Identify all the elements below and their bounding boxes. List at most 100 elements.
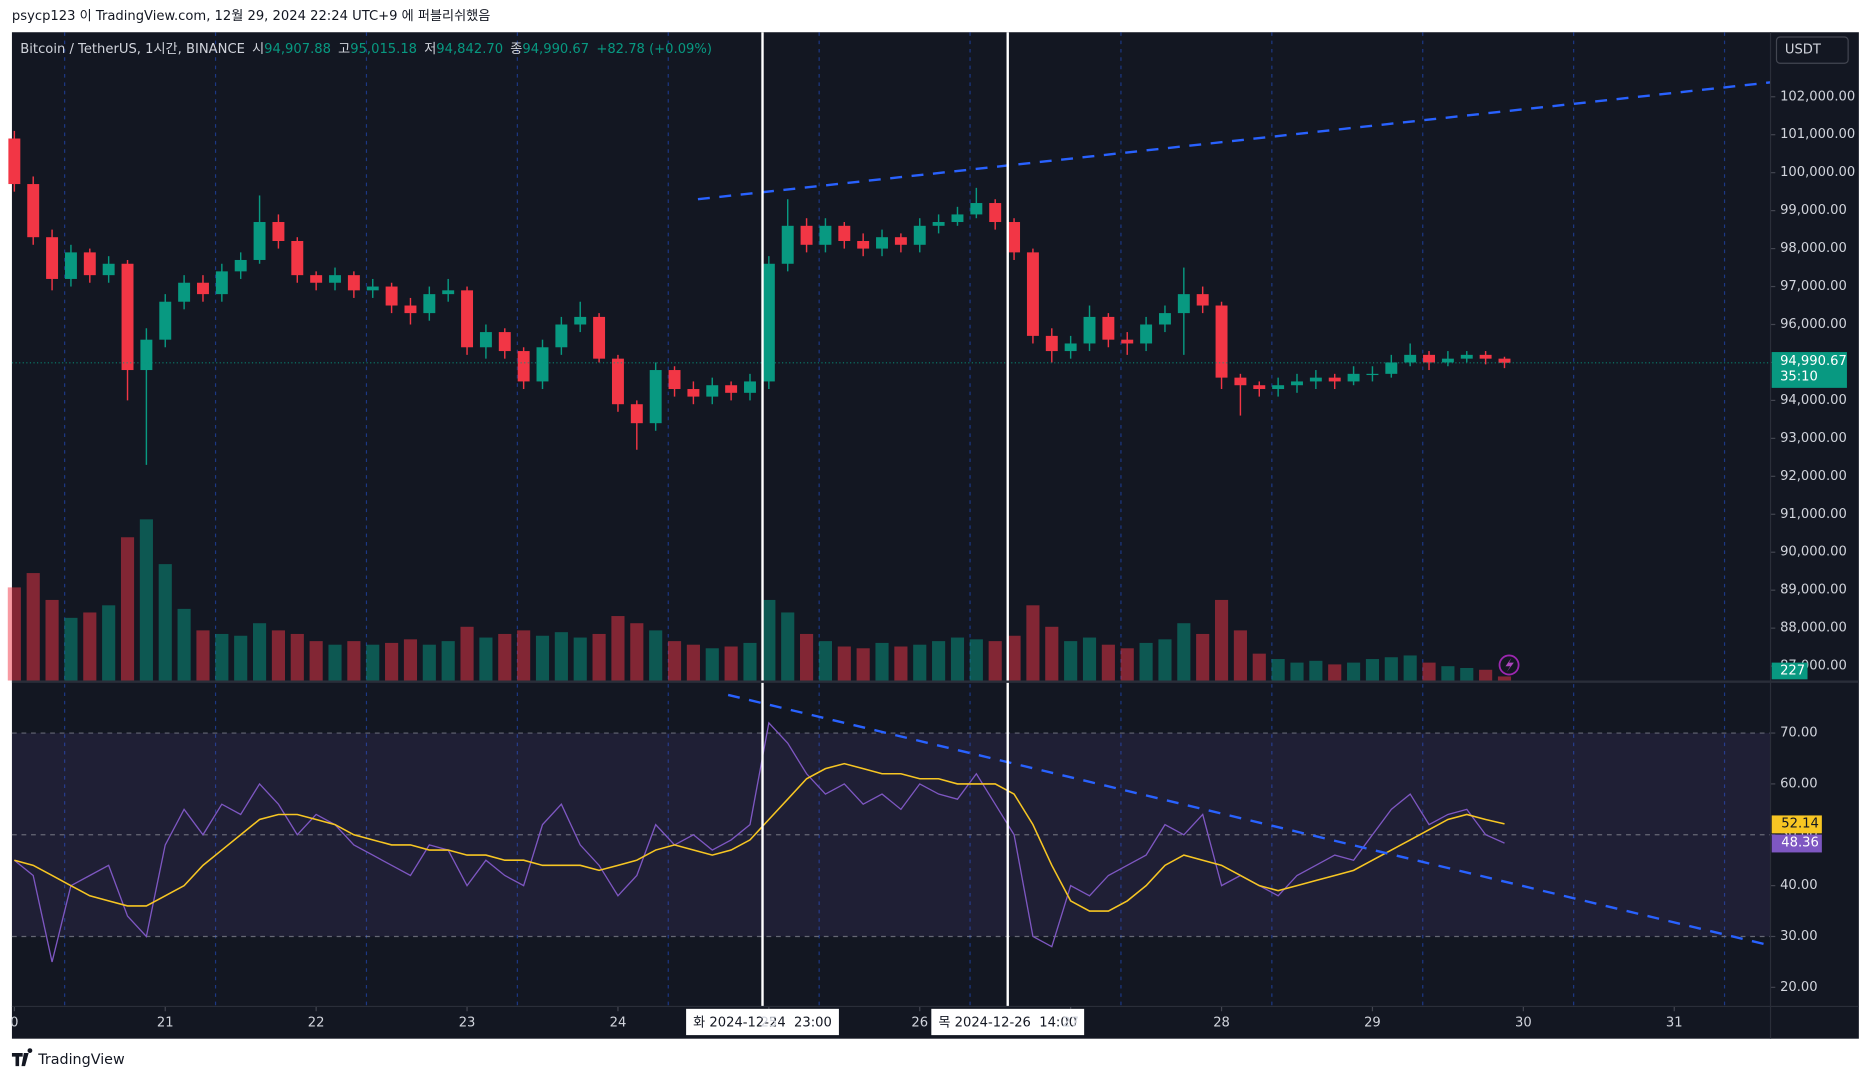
candle-body <box>762 263 775 382</box>
candle-body <box>1366 373 1379 376</box>
candle-body <box>1140 324 1153 344</box>
x-tick-label: 0 <box>10 1016 18 1031</box>
volume-bar <box>573 637 587 681</box>
x-tick-label: 29 <box>1364 1016 1381 1031</box>
candle-body <box>1498 358 1511 363</box>
volume-bar <box>592 633 606 681</box>
candle-body <box>932 222 945 226</box>
candle-body <box>951 214 964 223</box>
candle-body <box>781 225 794 264</box>
candle-body <box>8 138 21 185</box>
currency-button[interactable] <box>1775 36 1849 64</box>
candle-body <box>215 271 228 295</box>
candle-body <box>1177 294 1190 314</box>
candle-body <box>894 237 907 245</box>
volume-bar <box>743 642 757 681</box>
volume-bar <box>290 633 304 681</box>
volume-bar <box>7 587 21 681</box>
volume-bar <box>1064 641 1078 681</box>
candle-body <box>121 263 134 371</box>
volume-bar <box>158 564 172 681</box>
volume-bar <box>1479 669 1493 681</box>
legend-change: +82.78 (+0.09%) <box>596 41 712 56</box>
candle-body <box>197 282 209 295</box>
rsi-line <box>14 762 1505 912</box>
candle-body <box>536 347 549 382</box>
legend-symbol: Bitcoin / TetherUS, 1시간, BINANCE <box>20 40 245 56</box>
volume-bar <box>1196 633 1210 681</box>
x-tick-label: 31 <box>1666 1016 1683 1031</box>
candle-body <box>1196 294 1209 306</box>
volume-bar <box>1177 623 1191 681</box>
volume-bar <box>1422 662 1436 681</box>
candle-body <box>1385 362 1398 374</box>
volume-bar <box>45 599 59 681</box>
volume-bar <box>535 635 550 681</box>
candle-body <box>1083 316 1096 344</box>
volume-bar <box>781 612 795 681</box>
candle-body <box>1121 339 1134 344</box>
volume-bar <box>403 639 418 681</box>
candle-body <box>272 222 285 241</box>
volume-bar <box>913 644 927 681</box>
volume-bar <box>649 630 663 681</box>
candle-body <box>611 358 624 405</box>
volume-bar <box>932 641 946 681</box>
currency-label[interactable]: USDT <box>1785 43 1822 58</box>
y-tick-label: 20.00 <box>1780 980 1818 995</box>
candle-body <box>1045 335 1058 352</box>
volume-bar <box>1026 605 1040 681</box>
volume-bar <box>969 639 983 681</box>
legend-close: 94,990.67 <box>522 41 589 56</box>
candle-body <box>385 286 398 306</box>
rsi-badge <box>1771 815 1822 834</box>
candle-body <box>1102 316 1115 340</box>
alert-icon[interactable] <box>1498 654 1520 676</box>
y-tick-label: 96,000.00 <box>1780 317 1847 332</box>
volume-bar <box>177 608 191 681</box>
x-tick-label: 24 <box>610 1016 627 1031</box>
legend-close-label: 종 <box>510 41 522 56</box>
volume-bar <box>460 626 474 681</box>
volume-bar <box>1045 626 1059 681</box>
legend-low: 94,842.70 <box>436 41 503 56</box>
volume-bar <box>26 573 40 681</box>
candle-body <box>1460 354 1473 359</box>
volume-bar <box>234 635 248 681</box>
candle-body <box>498 332 511 352</box>
candle-body <box>442 290 455 295</box>
y-tick-label: 100,000.00 <box>1780 165 1855 180</box>
candle-body <box>970 203 983 215</box>
volume-bar <box>1120 648 1134 681</box>
volume-bar <box>818 641 833 681</box>
volume-bar <box>1497 676 1512 681</box>
y-tick-label: 99,000.00 <box>1780 203 1847 218</box>
x-tick-label: 26 <box>911 1016 928 1031</box>
volume-bar <box>1290 662 1304 681</box>
volume-bar <box>724 646 738 681</box>
marker-label-box <box>686 1008 839 1036</box>
candle-body <box>706 385 719 397</box>
last-price-label: 94,990.67 <box>1780 354 1847 369</box>
volume-bar <box>422 644 436 681</box>
candle-body <box>555 324 568 348</box>
y-tick-label: 102,000.00 <box>1780 89 1855 104</box>
candle-body <box>1272 385 1285 390</box>
y-tick-label: 94,000.00 <box>1780 393 1847 408</box>
candle-body <box>838 225 851 241</box>
trendline <box>727 693 1772 947</box>
candle-body <box>1215 305 1228 378</box>
volume-bar <box>1252 653 1266 681</box>
candle-body <box>1423 354 1436 363</box>
alert-bolt[interactable] <box>1505 657 1514 673</box>
last-price-badge <box>1771 352 1847 388</box>
candle-body <box>253 222 266 260</box>
candle-body <box>404 305 417 314</box>
alert-circle[interactable] <box>1498 654 1520 676</box>
y-tick-label: 93,000.00 <box>1780 431 1847 446</box>
volume-bar <box>875 642 889 681</box>
y-tick-label: 60.00 <box>1780 776 1818 791</box>
legend-low-label: 저 <box>424 40 436 56</box>
volume-bar <box>611 616 625 681</box>
